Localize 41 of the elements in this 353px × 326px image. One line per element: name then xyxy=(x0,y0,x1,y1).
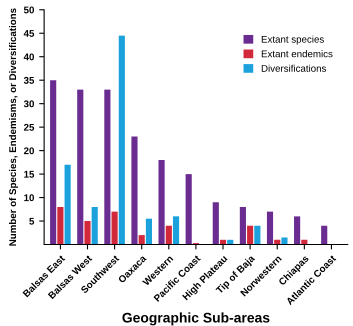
bar xyxy=(281,237,288,244)
bar xyxy=(212,202,219,244)
bar xyxy=(77,90,84,244)
bar xyxy=(186,174,192,244)
bar xyxy=(57,206,64,244)
y-tick-label: 5 xyxy=(29,218,34,225)
bar xyxy=(240,206,246,244)
x-axis-title: Geographic Sub-areas xyxy=(122,312,270,326)
legend-label: Diversifications xyxy=(262,64,326,72)
y-tick-label: 30 xyxy=(24,100,34,108)
bar xyxy=(172,216,180,244)
bar xyxy=(254,226,260,244)
bar xyxy=(266,212,274,244)
legend-label: Extant species xyxy=(262,36,324,45)
legend-label: Extant endemics xyxy=(262,50,333,58)
bar xyxy=(138,235,145,244)
bar xyxy=(64,164,71,244)
y-tick-label: 40 xyxy=(24,53,34,60)
y-tick-label: 10 xyxy=(24,194,34,202)
bar xyxy=(84,221,91,244)
y-tick-label: 20 xyxy=(24,147,34,154)
bar xyxy=(104,90,110,244)
bar xyxy=(274,240,280,244)
y-tick-label: 15 xyxy=(24,170,34,178)
bar xyxy=(146,218,152,244)
bar xyxy=(166,226,172,244)
y-axis-title: Number of Species, Endemisms, or Diversifications xyxy=(8,8,18,246)
bar xyxy=(247,226,254,244)
y-tick-label: 35 xyxy=(24,76,34,84)
bar xyxy=(118,36,125,244)
bar xyxy=(227,240,234,244)
y-tick-label: 25 xyxy=(24,124,34,131)
bar xyxy=(92,206,98,244)
bar xyxy=(50,80,56,244)
bar xyxy=(158,160,165,244)
y-tick-label: 45 xyxy=(24,30,34,37)
bar xyxy=(294,216,300,244)
y-tick-label: 50 xyxy=(24,6,34,14)
bar xyxy=(131,136,138,244)
bar xyxy=(321,226,328,244)
bar xyxy=(112,212,118,244)
